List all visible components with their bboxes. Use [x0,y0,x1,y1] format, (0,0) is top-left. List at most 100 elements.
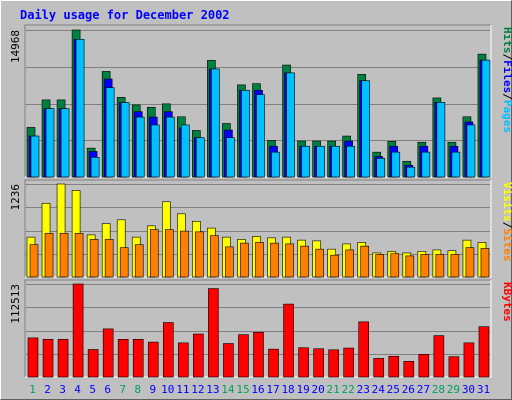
bar-kbytes-day-31 [478,326,490,378]
bar-pages-day-28 [436,102,446,178]
bar-sites-day-15 [240,242,249,278]
bar-pages-day-23 [361,80,371,178]
bar-kbytes-day-14 [223,343,234,378]
bar-pages-day-6 [105,87,115,178]
day-label-27: 27 [417,383,430,396]
bar-pages-day-26 [406,166,416,178]
bar-sites-day-4 [74,233,84,278]
panel-top: 14968 [9,24,492,178]
bar-sites-day-25 [390,253,400,278]
bar-sites-day-20 [315,248,324,278]
bar-pages-day-12 [196,137,205,178]
panel-top-bevel-dark [24,24,491,177]
bar-kbytes-day-27 [418,353,430,378]
day-label-22: 22 [342,383,355,396]
bar-pages-day-24 [376,158,386,178]
day-label-31: 31 [477,383,490,396]
bar-sites-day-17 [270,242,279,278]
bar-sites-day-30 [465,247,475,278]
bar-kbytes-day-18 [283,303,294,378]
panel-middle: 1236 [9,179,492,278]
bar-kbytes-day-2 [42,339,54,378]
bar-kbytes-day-12 [193,333,204,378]
day-label-20: 20 [312,383,325,396]
bar-sites-day-27 [420,254,430,278]
bar-kbytes-day-21 [328,349,339,378]
bar-pages-day-17 [271,151,280,178]
bar-kbytes-day-8 [132,339,144,378]
bar-pages-day-16 [256,94,265,178]
legend-top-entry-2: Files [501,60,512,93]
legend-middle-entry-0: Visits [501,182,512,222]
bar-sites-day-2 [44,233,54,278]
bar-pages-day-5 [90,157,100,178]
bar-sites-day-5 [89,239,99,278]
bar-pages-day-31 [481,59,491,178]
bar-kbytes-day-25 [388,355,400,378]
bar-sites-day-6 [104,239,114,278]
bar-kbytes-day-20 [313,348,324,378]
panel-middle-bevel-dark [24,179,491,277]
bar-pages-day-18 [286,72,295,178]
day-label-7: 7 [119,383,126,396]
bar-sites-day-16 [255,242,264,278]
day-label-5: 5 [89,383,96,396]
day-label-28: 28 [432,383,445,396]
day-label-4: 4 [74,383,81,396]
bar-kbytes-day-6 [102,328,114,378]
bar-kbytes-day-3 [57,339,69,378]
bar-kbytes-day-9 [147,341,159,378]
day-label-13: 13 [206,383,219,396]
bar-pages-day-8 [135,116,145,178]
day-label-14: 14 [221,383,235,396]
bar-pages-day-25 [391,151,401,178]
panel-bottom: 112513 [9,279,492,378]
day-label-30: 30 [462,383,475,396]
day-label-9: 9 [149,383,156,396]
day-label-12: 12 [191,383,204,396]
bar-pages-day-10 [165,116,175,178]
bar-sites-day-3 [59,233,69,278]
bar-sites-day-26 [405,255,415,278]
bar-sites-day-29 [450,254,460,278]
bar-pages-day-15 [241,89,250,178]
bar-pages-day-22 [346,145,355,178]
bar-sites-day-19 [300,245,309,278]
bar-kbytes-day-22 [343,347,354,378]
bar-kbytes-day-23 [358,321,370,378]
day-label-19: 19 [296,383,309,396]
bar-kbytes-day-30 [463,342,475,378]
day-label-11: 11 [176,383,189,396]
bar-sites-day-21 [330,254,339,278]
day-label-16: 16 [251,383,264,396]
bar-pages-day-20 [316,145,325,178]
day-label-10: 10 [161,383,174,396]
bar-pages-day-19 [301,145,310,178]
bar-sites-day-23 [360,245,370,278]
bar-kbytes-day-15 [238,334,249,378]
bar-kbytes-day-26 [403,360,415,378]
bar-pages-day-13 [211,68,220,178]
bar-kbytes-day-28 [433,335,445,378]
bar-sites-day-12 [195,231,204,278]
bar-sites-day-8 [134,244,144,278]
bar-kbytes-day-11 [178,342,189,378]
bar-pages-day-11 [181,124,190,178]
bar-sites-day-9 [149,229,159,278]
day-label-21: 21 [327,383,340,396]
bar-sites-day-10 [164,229,174,278]
legend-middle-entry-2: Sites [501,228,512,261]
bar-sites-day-28 [435,254,445,278]
bar-sites-day-14 [225,246,234,278]
legend-middle: Visits/Sites [501,182,512,262]
bar-sites-day-24 [375,254,385,278]
day-label-26: 26 [402,383,415,396]
day-label-25: 25 [387,383,400,396]
bar-kbytes-day-5 [87,349,99,378]
bar-kbytes-day-4 [72,283,84,378]
legend-top-entry-1: / [501,54,512,61]
bar-kbytes-day-17 [268,348,279,378]
day-label-24: 24 [372,383,386,396]
legend-bottom: KBytes [501,282,512,322]
